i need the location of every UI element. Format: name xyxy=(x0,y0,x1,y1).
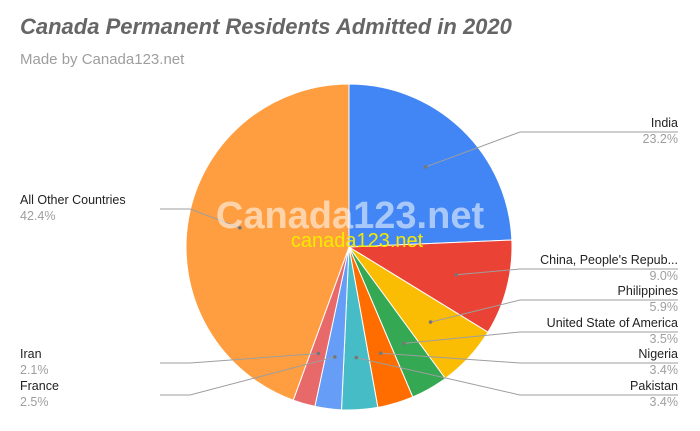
leader-dot-1 xyxy=(454,273,459,277)
leader-dot-8 xyxy=(238,225,242,230)
leader-line-8 xyxy=(160,208,241,229)
slice-value-3: 3.5% xyxy=(650,332,679,346)
pie-slice-1 xyxy=(347,239,513,333)
leader-line-5 xyxy=(356,357,678,396)
leader-line-4 xyxy=(380,352,678,364)
leader-line-3 xyxy=(403,331,678,344)
slice-labels: India 23.2% China, People's Repub... 9.0%Ph… xyxy=(20,116,678,409)
slice-value-8: 42.4% xyxy=(20,209,55,223)
leader-line-6 xyxy=(160,356,335,396)
slice-label-5: Pakistan xyxy=(630,379,678,393)
leader-dot-0 xyxy=(423,165,428,169)
slice-label-7: Iran xyxy=(20,347,42,361)
slice-value-1: 9.0% xyxy=(650,269,679,283)
leader-lines xyxy=(160,131,678,396)
pie-slices xyxy=(185,83,513,411)
slice-label-6: France xyxy=(20,379,59,393)
slice-value-0: 23.2% xyxy=(643,132,678,146)
leader-dot-6 xyxy=(333,355,337,359)
leader-line-2 xyxy=(430,299,678,323)
leader-line-7 xyxy=(160,353,319,364)
slice-value-5: 3.4% xyxy=(650,395,679,409)
leader-dot-3 xyxy=(401,341,406,346)
slice-label-0: India xyxy=(651,116,678,130)
leader-dot-2 xyxy=(428,320,433,324)
slice-label-8: All Other Countries xyxy=(20,193,126,207)
leader-line-0 xyxy=(425,131,678,168)
slice-label-4: Nigeria xyxy=(638,347,678,361)
pie-slice-8 xyxy=(185,83,350,401)
slice-value-2: 5.9% xyxy=(650,300,679,314)
slice-value-7: 2.1% xyxy=(20,363,49,377)
slice-label-3: United State of America xyxy=(547,316,678,330)
chart-subtitle: Made by Canada123.net xyxy=(20,51,185,68)
slice-label-2: Philippines xyxy=(618,284,678,298)
slice-value-4: 3.4% xyxy=(650,363,679,377)
chart-title: Canada Permanent Residents Admitted in 2… xyxy=(20,14,512,39)
watermark-primary: Canada123.net xyxy=(216,195,485,237)
leader-line-1 xyxy=(456,268,678,276)
slice-value-6: 2.5% xyxy=(20,395,49,409)
leader-dot-5 xyxy=(354,355,359,360)
leader-dot-7 xyxy=(316,351,321,356)
slice-label-1: China, People's Repub... xyxy=(540,253,678,267)
watermark-secondary: canada123.net xyxy=(291,230,424,252)
leader-dot-4 xyxy=(378,351,383,356)
